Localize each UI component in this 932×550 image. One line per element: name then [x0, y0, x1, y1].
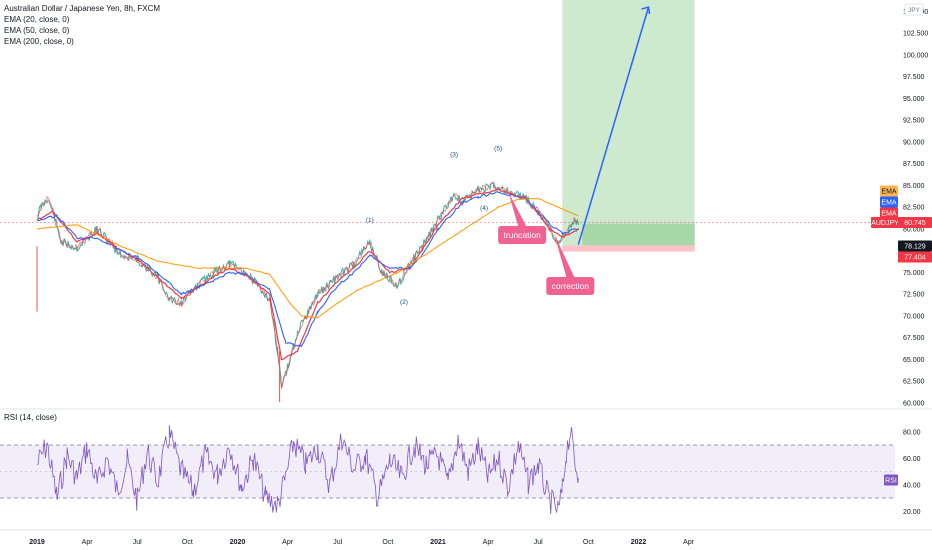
indicator-ema-20[interactable]: EMA (20, close, 0) [4, 15, 70, 24]
y-tick-label: 100.000 [903, 52, 928, 59]
series-audjpy [36, 181, 579, 389]
price-tags: EMA EMA EMA AUDJPY 80.745 78.129 77.404 RSI [871, 185, 932, 486]
rsi-value-tag: RSI [885, 478, 897, 485]
axes: 2019 Apr Jul Oct 2020 Apr Jul Oct 2021 Apr Jul Oct 2… [29, 3, 928, 546]
rsi-line [36, 425, 579, 515]
stop-level-tag-bg[interactable] [898, 251, 932, 263]
rsi-pane [0, 425, 895, 515]
y-tick-label: 80.000 [903, 226, 925, 233]
callout-box-2[interactable] [546, 277, 595, 295]
ema-200-tag: EMA [881, 189, 897, 196]
y-tick-label: 102.500 [903, 31, 928, 38]
series-audjpy-bearish [36, 182, 579, 389]
callout-text-2: correction [552, 281, 590, 291]
last-symbol-tag-bg[interactable] [871, 216, 899, 228]
y-tick-label: 67.500 [903, 335, 925, 342]
y-tick-label: 90.000 [903, 139, 925, 146]
x-tick-label: Oct [583, 539, 594, 546]
callout-box-1[interactable] [498, 226, 547, 244]
ema-50-tag-bg[interactable] [880, 196, 898, 208]
rsi-value-tag-bg[interactable] [884, 474, 898, 486]
annotations: (1) (2) (3) (4) (5) truncation correction [366, 6, 651, 306]
rsi-tick-label: 80.00 [903, 429, 921, 436]
indicator-ema-200[interactable]: EMA (200, close, 0) [4, 37, 74, 46]
price-series [36, 181, 579, 403]
currency-label: JPY [908, 7, 921, 14]
currency-box [904, 3, 924, 16]
x-tick-label: 2020 [230, 539, 246, 546]
y-tick-label: 95.000 [903, 96, 925, 103]
y-tick-label: 65.000 [903, 357, 925, 364]
projection-arrowhead [641, 6, 651, 15]
x-tick-label: 2019 [29, 539, 45, 546]
profit-zone-filled [582, 223, 695, 246]
symbol-title[interactable]: Australian Dollar / Japanese Yen, 8h, FX… [4, 4, 161, 13]
last-price-tag-bg[interactable] [898, 216, 932, 228]
series-ema-200 [37, 198, 579, 319]
rsi-tick-label: 20.00 [903, 509, 921, 516]
x-tick-label: Apr [82, 539, 94, 546]
stop-zone[interactable] [562, 245, 695, 252]
x-tick-label: Apr [282, 539, 294, 546]
x-tick-label: Apr [483, 539, 495, 546]
y-tick-label: 92.500 [903, 118, 925, 125]
rsi-title[interactable]: RSI (14, close) [4, 413, 57, 422]
wave-label-4: (4) [480, 205, 488, 212]
ema-20-tag-bg[interactable] [880, 207, 898, 219]
profit-zone[interactable] [562, 0, 695, 246]
indicator-ema-50[interactable]: EMA (50, close, 0) [4, 26, 70, 35]
callout-text-1: truncation [503, 230, 541, 240]
x-tick-label: Oct [382, 539, 393, 546]
y-tick-label: 62.500 [903, 379, 925, 386]
callout-pointer-1 [508, 191, 527, 226]
ema-50-tag: EMA [881, 200, 897, 207]
last-symbol-tag: AUDJPY [871, 220, 899, 227]
ema-20-tag: EMA [881, 211, 897, 218]
series-ema-50 [36, 191, 579, 348]
x-tick-label: Oct [182, 539, 193, 546]
y-tick-label: 87.500 [903, 161, 925, 168]
projection-arrow [577, 6, 650, 245]
x-tick-label: Jul [133, 539, 142, 546]
y-tick-label: 97.500 [903, 74, 925, 81]
y-tick-label: 72.500 [903, 292, 925, 299]
wave-label-2: (2) [400, 299, 408, 306]
stop-level-tag: 77.404 [904, 255, 926, 262]
rsi-tick-label: 40.00 [903, 482, 921, 489]
y-tick-label: 60.000 [903, 401, 925, 408]
y-tick-label: 82.500 [903, 205, 925, 212]
guide-lines [0, 222, 932, 531]
y-tick-label: 70.000 [903, 313, 925, 320]
target-level-tag-bg[interactable] [898, 240, 932, 252]
rsi-tick-label: 60.00 [903, 456, 921, 463]
position-tool[interactable] [562, 0, 695, 252]
wave-label-3: (3) [450, 152, 458, 159]
wave-label-1: (1) [366, 217, 374, 224]
callout-pointer-2 [554, 234, 575, 277]
last-price-tag: 80.745 [904, 220, 926, 227]
x-tick-label: Jul [333, 539, 342, 546]
x-tick-label: 2022 [631, 539, 647, 546]
x-tick-label: Apr [683, 539, 695, 546]
x-tick-label: Jul [534, 539, 543, 546]
y-tick-label: 85.000 [903, 183, 925, 190]
x-tick-label: 2021 [430, 539, 446, 546]
y-tick-label: 75.000 [903, 270, 925, 277]
wave-label-5: (5) [494, 146, 502, 153]
ema-200-tag-bg[interactable] [880, 185, 898, 197]
series-ema-20 [36, 187, 579, 361]
target-level-tag: 78.129 [904, 244, 926, 251]
